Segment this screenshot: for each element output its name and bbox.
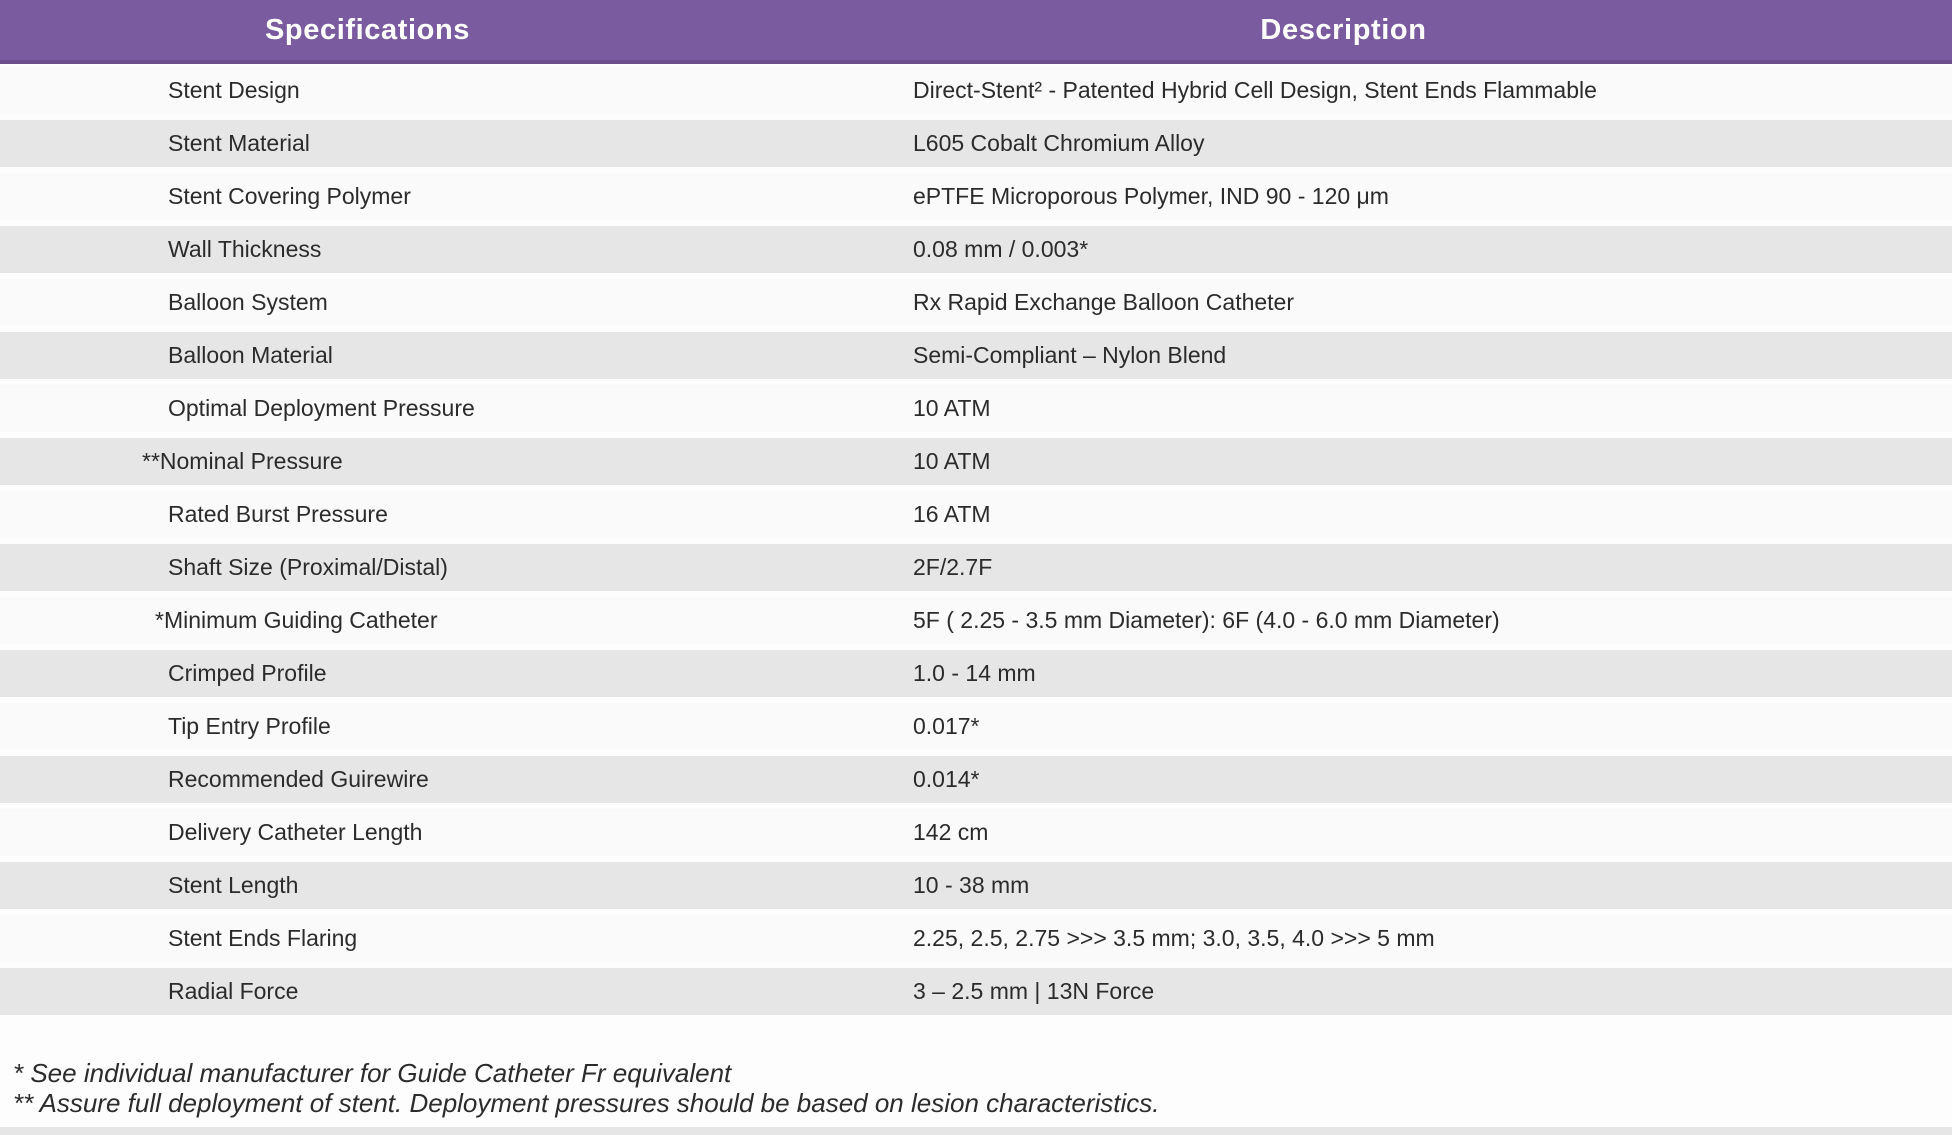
spec-label-cell: Balloon Material xyxy=(168,342,333,368)
column-header-description: Description xyxy=(1260,13,1427,46)
description-value-cell: 2F/2.7F xyxy=(913,554,993,580)
spec-label-cell: Stent Ends Flaring xyxy=(168,925,358,951)
table-row: Tip Entry Profile 0.017* xyxy=(0,700,1952,753)
description-value-cell: L605 Cobalt Chromium Alloy xyxy=(913,130,1205,156)
description-value-cell: 0.014* xyxy=(913,766,980,792)
table-row: *Minimum Guiding Catheter 5F ( 2.25 - 3.5… xyxy=(0,594,1952,647)
spec-label-cell: Stent Length xyxy=(168,872,299,898)
description-value-cell: ePTFE Microporous Polymer, IND 90 - 120 … xyxy=(913,183,1389,209)
spec-label-cell: Optimal Deployment Pressure xyxy=(168,395,475,421)
spec-label-cell: Delivery Catheter Length xyxy=(168,819,423,845)
table-row: Crimped Profile 1.0 - 14 mm xyxy=(0,647,1952,700)
table-row: Optimal Deployment Pressure 10 ATM xyxy=(0,382,1952,435)
description-value-cell: 0.017* xyxy=(913,713,980,739)
spec-label-cell: Recommended Guirewire xyxy=(168,766,429,792)
spec-label-cell: Radial Force xyxy=(168,978,299,1004)
table-row: Delivery Catheter Length 142 cm xyxy=(0,806,1952,859)
spec-label-cell: Stent Material xyxy=(168,130,310,156)
spec-label-cell: Stent Design xyxy=(168,77,300,103)
spec-label-cell: Shaft Size (Proximal/Distal) xyxy=(168,554,448,580)
spec-label-cell: Tip Entry Profile xyxy=(168,713,331,739)
description-value-cell: 10 ATM xyxy=(913,448,991,474)
table-row: Recommended Guirewire 0.014* xyxy=(0,753,1952,806)
description-value-cell: Semi-Compliant – Nylon Blend xyxy=(913,342,1227,368)
table-row: Stent Material L605 Cobalt Chromium Alloy xyxy=(0,117,1952,170)
next-row-partial-band xyxy=(0,1127,1952,1135)
spec-label-cell: **Nominal Pressure xyxy=(142,448,343,474)
spec-label-cell: Rated Burst Pressure xyxy=(168,501,388,527)
table-row: Stent Length 10 - 38 mm xyxy=(0,859,1952,912)
footnotes: * See individual manufacturer for Guide … xyxy=(13,1058,1160,1118)
description-value-cell: 2.25, 2.5, 2.75 >>> 3.5 mm; 3.0, 3.5, 4.… xyxy=(913,925,1435,951)
table-row: Stent Design Direct-Stent² - Patented Hyb… xyxy=(0,64,1952,117)
description-value-cell: 1.0 - 14 mm xyxy=(913,660,1036,686)
spec-label-cell: Crimped Profile xyxy=(168,660,327,686)
description-value-cell: 142 cm xyxy=(913,819,989,845)
description-value-cell: 10 ATM xyxy=(913,395,991,421)
table-row: Stent Ends Flaring 2.25, 2.5, 2.75 >>> 3.… xyxy=(0,912,1952,965)
table-row: Wall Thickness 0.08 mm / 0.003* xyxy=(0,223,1952,276)
table-header-row: Specifications Description xyxy=(0,0,1952,64)
description-value-cell: 3 – 2.5 mm | 13N Force xyxy=(913,978,1155,1004)
description-value-cell: Direct-Stent² - Patented Hybrid Cell Des… xyxy=(913,77,1597,103)
table-row: Shaft Size (Proximal/Distal) 2F/2.7F xyxy=(0,541,1952,594)
table-row: Radial Force 3 – 2.5 mm | 13N Force xyxy=(0,965,1952,1018)
spec-label-cell: *Minimum Guiding Catheter xyxy=(155,607,438,633)
description-value-cell: 10 - 38 mm xyxy=(913,872,1030,898)
description-value-cell: 16 ATM xyxy=(913,501,991,527)
table-row: Balloon Material Semi-Compliant – Nylon B… xyxy=(0,329,1952,382)
description-value-cell: Rx Rapid Exchange Balloon Catheter xyxy=(913,289,1295,315)
table-row: Balloon System Rx Rapid Exchange Balloon … xyxy=(0,276,1952,329)
footnote-deployment-pressure: ** Assure full deployment of stent. Depl… xyxy=(13,1088,1160,1118)
table-row: Stent Covering Polymer ePTFE Microporous … xyxy=(0,170,1952,223)
spec-table-body: Stent Design Direct-Stent² - Patented Hyb… xyxy=(0,64,1952,1018)
footnote-guide-catheter: * See individual manufacturer for Guide … xyxy=(13,1058,732,1088)
description-value-cell: 5F ( 2.25 - 3.5 mm Diameter): 6F (4.0 - … xyxy=(913,607,1500,633)
spec-label-cell: Stent Covering Polymer xyxy=(168,183,411,209)
description-value-cell: 0.08 mm / 0.003* xyxy=(913,236,1089,262)
spec-label-cell: Balloon System xyxy=(168,289,328,315)
spec-label-cell: Wall Thickness xyxy=(168,236,322,262)
column-header-specifications: Specifications xyxy=(264,13,470,46)
table-row: Rated Burst Pressure 16 ATM xyxy=(0,488,1952,541)
table-row: **Nominal Pressure 10 ATM xyxy=(0,435,1952,488)
